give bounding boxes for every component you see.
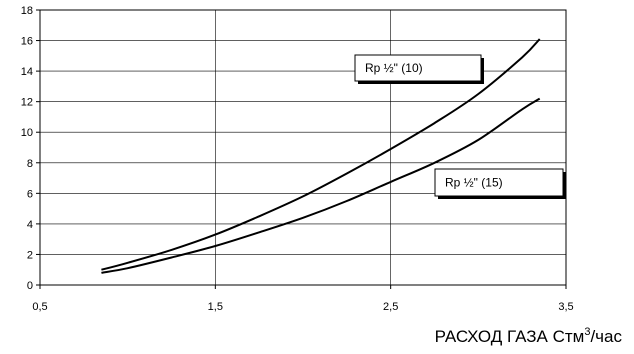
y-tick-label: 4 (27, 219, 33, 231)
y-tick-label: 2 (27, 249, 33, 261)
y-tick-label: 0 (27, 280, 33, 292)
x-axis-label-main: РАСХОД ГАЗА Стм (435, 327, 585, 346)
y-tick-label: 8 (27, 158, 33, 170)
grid (39, 9, 567, 286)
series-label-text: Rp ½" (10) (365, 61, 423, 75)
series-label-text: Rp ½" (15) (445, 176, 503, 190)
x-axis-label-tail: /час (590, 327, 622, 346)
y-tick-label: 12 (21, 97, 33, 109)
y-tick-label: 6 (27, 188, 33, 200)
x-tick-label: 2,5 (383, 301, 398, 313)
series-label-box (434, 168, 564, 197)
series-line-1 (101, 38, 541, 271)
plot-area-frame (39, 9, 567, 286)
y-tick-label: 18 (21, 5, 33, 17)
x-axis-label: РАСХОД ГАЗА Стм3/час (435, 326, 623, 346)
x-axis-label-superscript: 3 (584, 326, 590, 338)
y-tick-label: 10 (21, 127, 33, 139)
y-tick-label: 14 (21, 66, 33, 78)
x-tick-label: 0,5 (32, 301, 47, 313)
y-tick-label: 16 (21, 36, 33, 48)
x-tick-label: 3,5 (558, 301, 573, 313)
series-label-box (354, 54, 482, 82)
series-line-2 (101, 97, 541, 274)
x-tick-label: 1,5 (208, 301, 223, 313)
series-lines (101, 38, 541, 274)
axis-ticks: 0 2 4 6 8 10 12 14 16 18 0,5 1,5 2,5 3,5 (21, 5, 574, 313)
series-labels: Rp ½" (10) Rp ½" (15) (354, 54, 566, 199)
